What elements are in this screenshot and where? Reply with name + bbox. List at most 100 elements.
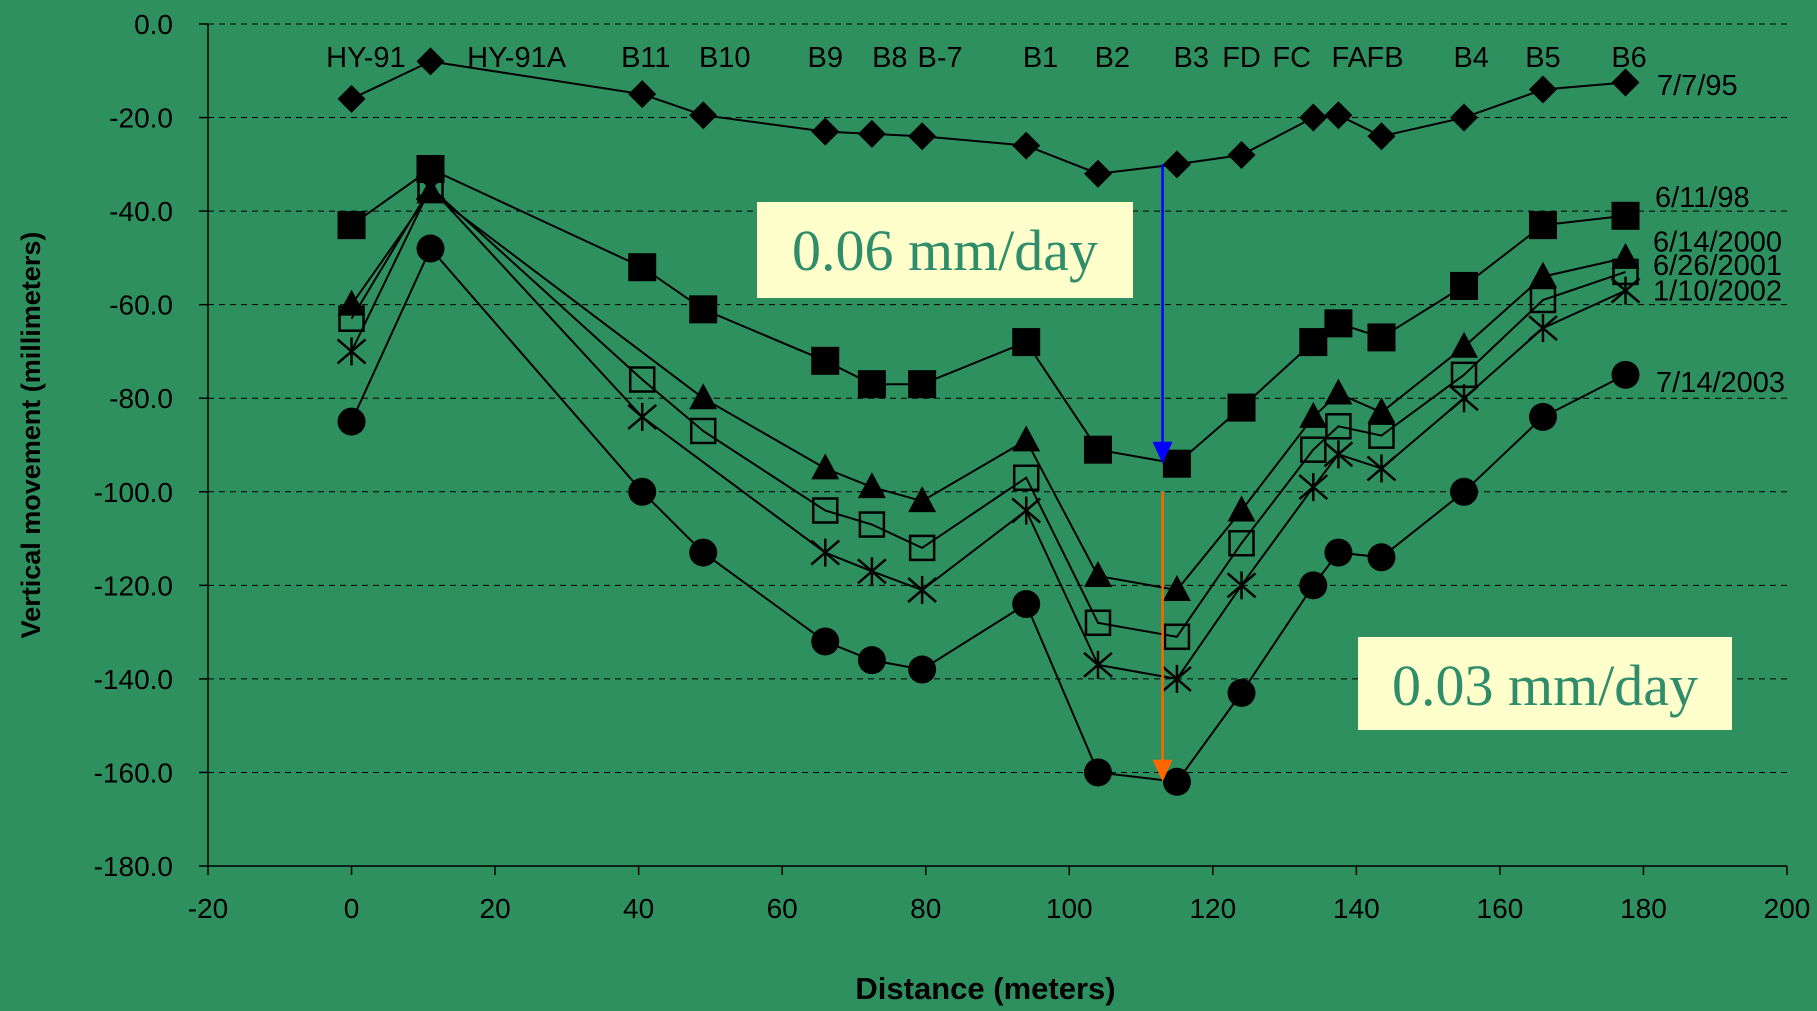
- series-0-point-7: [1012, 131, 1041, 160]
- series-0-point-0: [337, 84, 366, 113]
- y-tick-label-7: -140.0: [94, 664, 173, 695]
- x-tick-label-3: 40: [623, 893, 654, 924]
- series-4-point-12: [1323, 440, 1354, 469]
- series-2-line: [350, 190, 1626, 592]
- series-2-point-0: [337, 289, 366, 316]
- station-label-hy-91a: HY-91A: [467, 42, 567, 74]
- series-0-point-12: [1324, 101, 1353, 130]
- series-2-point-7: [1012, 425, 1041, 452]
- series-1-point-16: [1611, 201, 1640, 230]
- series-4-point-13: [1366, 454, 1397, 483]
- series-3-point-13: [1368, 422, 1395, 449]
- series-4-point-15: [1528, 314, 1558, 343]
- series-5-point-7: [1012, 590, 1041, 619]
- series-3-point-8: [1084, 609, 1112, 637]
- x-tick-label-1: 0: [344, 893, 360, 924]
- rate-label-box-0: [757, 202, 1133, 298]
- series-1-point-11: [1299, 328, 1328, 357]
- series-3-point-15: [1529, 286, 1557, 314]
- series-2-point-10: [1227, 495, 1256, 522]
- x-tick-label-10: 180: [1620, 893, 1667, 924]
- y-tick-label-4: -80.0: [109, 383, 173, 414]
- y-tick-label-6: -120.0: [94, 570, 173, 601]
- series-5-point-3: [689, 538, 718, 567]
- station-label-fa: FA: [1331, 42, 1367, 74]
- y-tick-label-2: -40.0: [109, 196, 173, 227]
- station-label-b9: B9: [808, 42, 843, 74]
- series-4-point-4: [810, 538, 841, 567]
- series-3-point-6: [908, 534, 936, 562]
- series-label-2: 6/14/2000: [1653, 227, 1782, 259]
- series-5-point-14: [1450, 477, 1479, 506]
- y-tick-label-1: -20.0: [109, 103, 173, 134]
- x-tick-label-2: 20: [480, 893, 511, 924]
- series-0-point-5: [857, 119, 886, 148]
- series-2: [337, 177, 1640, 602]
- series-0-point-10: [1227, 140, 1256, 169]
- axes-layer: 0.0 -20.0 -40.0 -60.0 -80.0 -100.0 -120.0 -140.…: [16, 9, 1810, 1006]
- series-5-point-4: [811, 627, 840, 656]
- series-5-point-6: [908, 655, 937, 684]
- station-label-b8: B8: [872, 42, 907, 74]
- series-1: [337, 155, 1640, 478]
- annotation-layer: 0.06 mm/day 0.03 mm/day: [757, 164, 1732, 782]
- series-1-point-0: [337, 211, 366, 240]
- rate-label-text-1: 0.03 mm/day: [1392, 653, 1698, 718]
- series-1-point-2: [628, 253, 657, 282]
- y-tick-label-0: 0.0: [134, 9, 173, 40]
- label-layer: HY-91 HY-91A B11 B10 B9 B8 B-7 B1 B2 B3 FD FC FA FB B4…: [326, 42, 1785, 399]
- x-tick-label-5: 80: [910, 893, 941, 924]
- series-1-point-8: [1083, 435, 1112, 464]
- series-label-4: 1/10/2002: [1653, 276, 1782, 308]
- series-3-point-11: [1300, 436, 1327, 463]
- series-0-point-13: [1367, 122, 1396, 151]
- series-2-point-3: [689, 383, 718, 410]
- series-2-point-4: [811, 453, 840, 480]
- series-3-point-7: [1012, 464, 1040, 491]
- series-3: [338, 174, 1639, 651]
- series-1-point-14: [1450, 271, 1479, 300]
- y-tick-label-5: -100.0: [94, 477, 173, 508]
- station-label-b6: B6: [1611, 42, 1646, 74]
- x-tick-label-4: 60: [767, 893, 798, 924]
- series-2-point-14: [1450, 331, 1479, 358]
- series-label-5: 7/14/2003: [1656, 367, 1785, 399]
- series-1-point-5: [857, 370, 886, 399]
- x-axis-label: Distance (meters): [855, 971, 1115, 1006]
- series-5: [337, 234, 1640, 796]
- series-4-point-8: [1083, 650, 1113, 679]
- annotation-arrowhead-1: [1152, 759, 1173, 782]
- annotation-arrowhead-0: [1152, 441, 1173, 464]
- series-2-point-16: [1611, 242, 1640, 269]
- rate-label-box-1: [1358, 637, 1732, 730]
- series-0-point-9: [1162, 150, 1191, 179]
- station-label-b11: B11: [621, 42, 670, 74]
- series-2-point-15: [1528, 261, 1557, 288]
- station-label-b-7: B-7: [918, 42, 963, 74]
- series-layer: [336, 47, 1641, 796]
- series-2-point-6: [908, 486, 937, 513]
- station-label-fd: FD: [1222, 42, 1261, 74]
- x-tick-label-6: 100: [1046, 893, 1093, 924]
- series-3-point-0: [338, 305, 365, 332]
- x-tick-label-11: 200: [1764, 893, 1811, 924]
- series-3-line: [350, 186, 1626, 638]
- station-label-b2: B2: [1095, 42, 1130, 74]
- series-5-point-9: [1162, 767, 1191, 796]
- series-4-point-1: [415, 173, 446, 202]
- x-tick-label-0: -20: [188, 893, 228, 924]
- series-0-point-16: [1611, 68, 1640, 97]
- series-5-point-13: [1367, 543, 1396, 572]
- series-4-point-10: [1226, 571, 1257, 600]
- series-0-point-6: [908, 122, 937, 151]
- series-3-point-5: [858, 511, 886, 538]
- series-4-line: [350, 185, 1626, 680]
- series-4-point-7: [1011, 496, 1042, 525]
- series-4-point-9: [1162, 664, 1192, 693]
- y-tick-label-8: -160.0: [94, 757, 173, 788]
- series-4-point-16: [1610, 276, 1641, 305]
- series-4-point-2: [627, 402, 658, 431]
- series-0: [337, 47, 1640, 188]
